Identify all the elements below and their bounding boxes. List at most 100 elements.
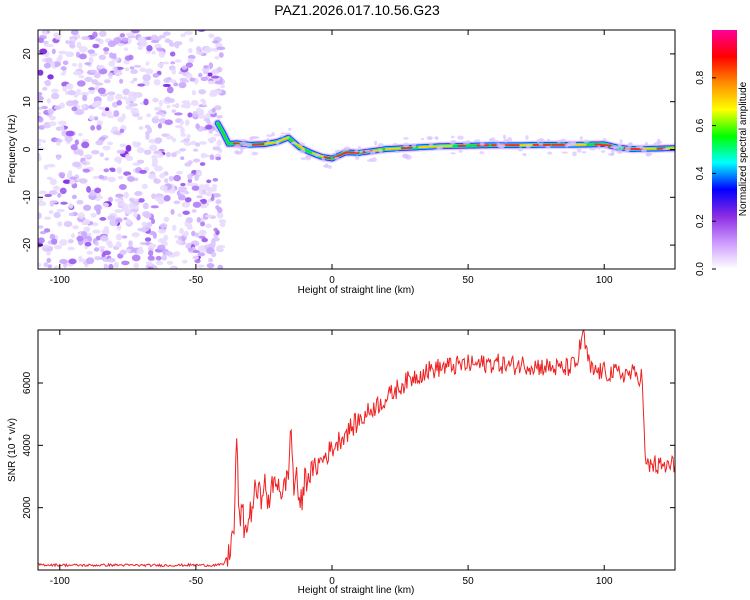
noise-speckle (162, 83, 171, 88)
spectrogram-x-tick-label: 50 (463, 275, 475, 286)
noise-speckle (161, 113, 166, 118)
noise-speckle (213, 193, 222, 198)
noise-speckle (48, 190, 58, 195)
ridge-speckle (374, 140, 378, 146)
noise-speckle (200, 98, 206, 103)
noise-speckle (207, 80, 216, 85)
noise-speckle (76, 41, 82, 49)
noise-speckle (48, 121, 57, 127)
noise-speckle (148, 173, 157, 180)
noise-speckle (197, 72, 203, 78)
ridge-speckle (494, 139, 499, 143)
noise-speckle (60, 201, 68, 205)
noise-speckle (130, 103, 138, 107)
noise-speckle (44, 193, 52, 198)
noise-speckle (129, 208, 139, 213)
colorbar-label: Normalized spectral amplitude (738, 81, 749, 216)
noise-speckle (38, 212, 42, 220)
ridge-core-segment (372, 148, 383, 152)
ridge-speckle (525, 135, 529, 140)
noise-speckle (38, 196, 43, 202)
ridge-speckle (344, 148, 349, 152)
ridge-speckle (266, 134, 273, 137)
noise-speckle (181, 201, 191, 208)
ridge-speckle (340, 148, 346, 152)
ridge-speckle (479, 151, 485, 155)
noise-speckle (158, 34, 166, 39)
noise-speckle (99, 152, 104, 157)
noise-speckle (137, 36, 146, 44)
noise-speckle (164, 251, 173, 256)
ridge-speckle (604, 146, 609, 149)
noise-speckle (113, 110, 120, 117)
ridge-speckle (466, 139, 471, 145)
noise-speckle (141, 183, 148, 190)
noise-speckle (122, 96, 128, 100)
noise-speckle (39, 230, 47, 235)
ridge-speckle (581, 151, 587, 154)
spectrogram-x-tick-label: 100 (596, 275, 613, 286)
noise-speckle (54, 32, 62, 40)
snr-series-line (38, 330, 675, 568)
noise-speckle (198, 184, 206, 189)
noise-speckle (170, 61, 176, 65)
spectrogram-x-tick-label: -50 (189, 275, 204, 286)
colorbar-gradient (712, 30, 737, 269)
noise-speckle (78, 46, 88, 53)
ridge-core-segment (385, 147, 402, 151)
noise-speckle (187, 247, 193, 252)
noise-speckle (178, 186, 187, 193)
noise-speckle (215, 199, 222, 205)
ridge-speckle (545, 145, 551, 149)
noise-speckle (213, 89, 223, 94)
noise-speckle (104, 157, 110, 161)
noise-speckle (78, 149, 84, 157)
noise-speckle (38, 142, 42, 147)
noise-speckle (117, 43, 125, 47)
noise-speckle (192, 249, 201, 253)
noise-speckle (98, 174, 105, 180)
noise-speckle (171, 224, 177, 231)
noise-speckle (174, 112, 183, 116)
noise-speckle (114, 198, 123, 202)
noise-speckle (190, 101, 199, 106)
noise-speckle (139, 169, 147, 174)
ridge-speckle (402, 142, 410, 148)
noise-speckle (148, 243, 157, 249)
noise-speckle (116, 149, 126, 154)
noise-speckle (116, 167, 122, 174)
noise-speckle (201, 154, 210, 158)
noise-speckle (83, 204, 92, 211)
noise-speckle (204, 191, 214, 197)
noise-speckle (66, 83, 72, 89)
noise-speckle (38, 125, 46, 130)
noise-speckle (67, 246, 75, 251)
noise-speckle (91, 150, 100, 155)
noise-speckle (182, 210, 190, 215)
noise-speckle (121, 235, 128, 239)
spectrogram-y-tick-label: -10 (22, 190, 33, 205)
noise-speckle (71, 194, 77, 200)
ridge-speckle (299, 149, 306, 154)
noise-speckle (38, 154, 41, 161)
snr-plot-area (38, 330, 675, 570)
noise-speckle (95, 235, 101, 241)
noise-speckle (151, 50, 156, 55)
noise-speckle (183, 230, 189, 237)
noise-speckle (152, 98, 159, 103)
ridge-speckle (288, 127, 292, 131)
noise-speckle (170, 208, 175, 215)
noise-speckle (80, 91, 89, 97)
noise-speckle (208, 33, 215, 39)
noise-speckle (50, 92, 60, 100)
noise-speckle (155, 260, 164, 266)
noise-speckle (167, 98, 175, 103)
noise-speckle (107, 242, 114, 249)
noise-speckle (72, 225, 79, 230)
noise-speckle (78, 53, 87, 60)
noise-speckle (137, 83, 146, 87)
noise-speckle (152, 264, 158, 269)
noise-speckle (93, 72, 101, 79)
noise-speckle (119, 33, 126, 38)
noise-speckle (38, 225, 44, 229)
